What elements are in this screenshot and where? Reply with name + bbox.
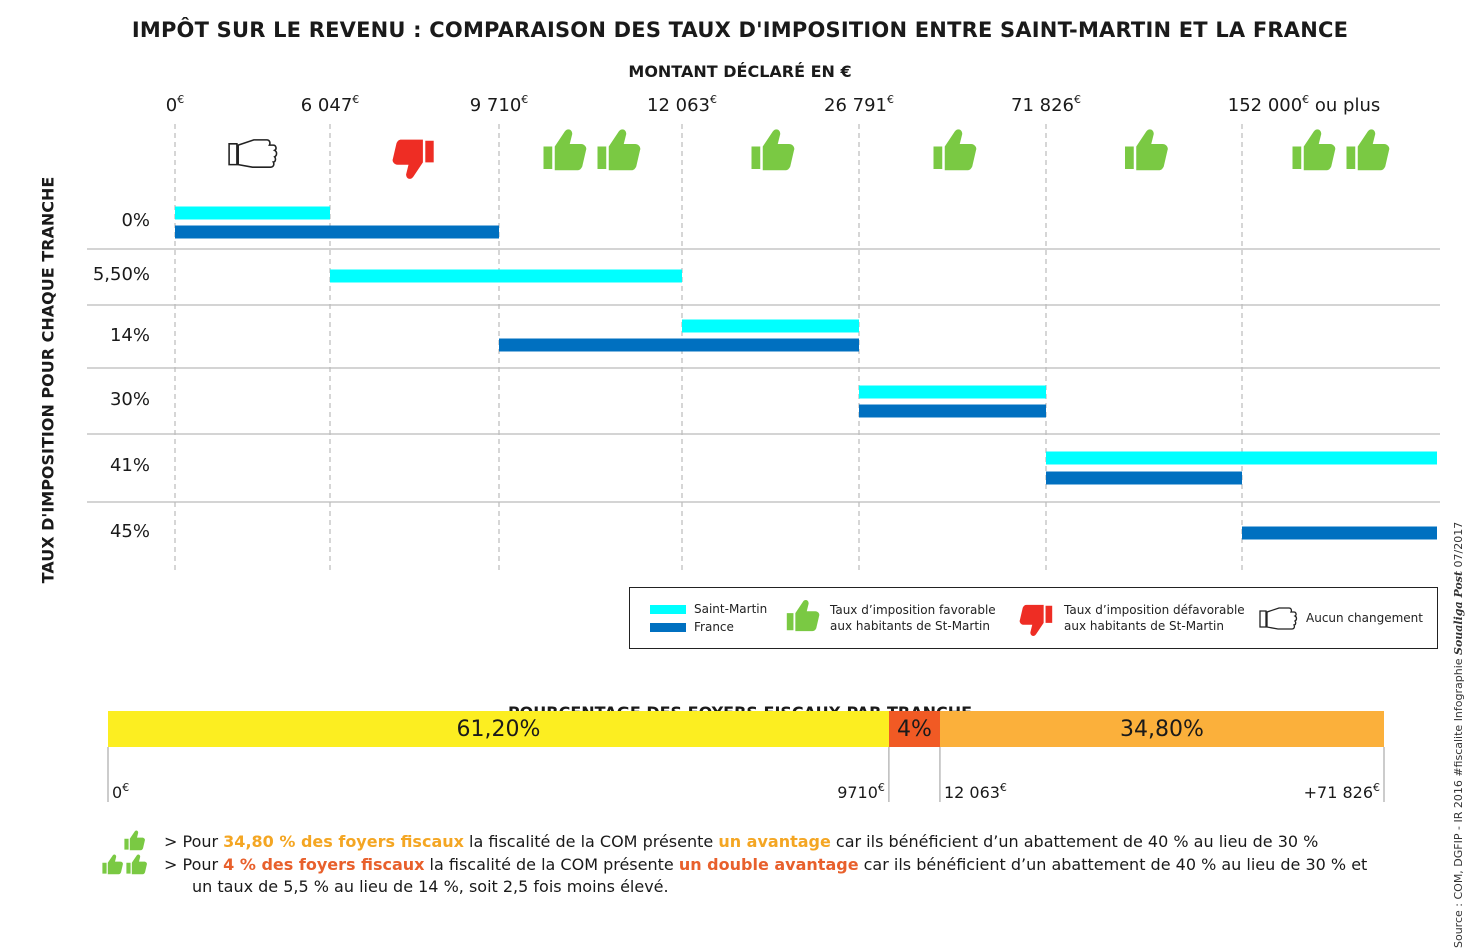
legend-label-unfavorable: Taux d’imposition défavorable aux habita… [1064,602,1245,634]
rate-label: 30% [109,389,150,410]
source-credit: Source : COM, DGFIP - IR 2016 #fiscalite… [1452,522,1465,948]
note-1-highlight: 34,80 % des foyers fiscaux [223,832,464,851]
legend-label-favorable-line1: Taux d’imposition favorable [830,603,996,617]
legend-label-favorable: Taux d’imposition favorable aux habitant… [830,602,996,634]
credit-date: 07/2017 [1452,521,1465,571]
thumbs-up-double-icon [102,854,147,875]
note-1-prefix: > Pour [164,832,224,851]
legend-swatch-france [650,623,686,632]
stacked-segment: 4% [888,711,940,747]
bar-france [1046,471,1242,485]
bar-saint-martin [1046,451,1437,465]
rate-label: 45% [109,521,150,542]
bar-france [1242,526,1437,540]
x-tick-label: 26 791€ [824,93,894,116]
note-1-suffix: car ils bénéficient d’un abattement de 4… [830,832,1319,851]
bar-france [499,338,859,352]
bar-saint-martin [330,269,682,283]
x-tick-label: 6 047€ [300,93,360,116]
credit-source: Source : COM, DGFIP - IR 2016 #fiscalite… [1452,654,1465,948]
note-line-1: > Pour 34,80 % des foyers fiscaux la fis… [164,831,1318,853]
bar-france [175,225,499,239]
legend-label-unchanged: Aucun changement [1306,611,1423,625]
thumbs-up-icon [1292,129,1336,171]
stacked-tick-label: +71 826€ [1303,781,1380,802]
x-tick-label: 152 000€ ou plus [1227,93,1381,116]
bar-saint-martin [859,385,1046,399]
thumb-neutral-icon [1259,607,1298,630]
note-2-prefix: > Pour [164,855,224,874]
note-2-highlight: 4 % des foyers fiscaux [223,855,425,874]
thumbs-down-icon [1019,604,1053,636]
thumbs-up-icon [597,129,641,171]
thumbs-up-icon [786,600,820,632]
note-2-mid: la fiscalité de la COM présente [424,855,679,874]
legend-swatch-saint-martin [650,605,686,614]
stacked-tick-label: 0€ [112,781,130,802]
note-1-mid: la fiscalité de la COM présente [463,832,719,851]
legend-label-saint-martin: Saint-Martin [694,602,768,616]
rate-label: 0% [121,210,150,231]
rate-label: 14% [109,325,150,346]
note-2-highlight2: un double avantage [678,855,859,874]
legend: Saint-Martin France Taux d’imposition fa… [629,587,1438,649]
stacked-segment: 61,20% [108,711,889,747]
thumbs-up-icon [543,129,587,171]
rate-label: 41% [109,455,150,476]
credit-brand: Soualiga Post [1452,570,1465,655]
thumbs-up-icon [1346,129,1390,171]
thumbs-down-icon [392,139,434,179]
thumb-neutral-icon [228,139,278,168]
thumbs-up-icon [751,129,795,171]
stacked-tick-label: 12 063€ [943,781,1007,802]
x-tick-label: 9 710€ [469,93,529,116]
note-2-line2: un taux de 5,5 % au lieu de 14 %, soit 2… [192,877,669,896]
note-2-suffix: car ils bénéficient d’un abattement de 4… [858,855,1368,874]
bar-saint-martin [175,206,330,220]
x-tick-label: 12 063€ [647,93,717,116]
rate-label: 5,50% [92,264,150,285]
x-tick-label: 0€ [165,93,185,116]
thumbs-up-icon [124,830,145,851]
legend-label-unfavorable-line2: aux habitants de St-Martin [1064,619,1224,633]
bar-saint-martin [682,319,859,333]
note-1-highlight2: un avantage [718,832,831,851]
legend-label-unfavorable-line1: Taux d’imposition défavorable [1064,603,1245,617]
stacked-segment: 34,80% [939,711,1384,747]
stacked-tick-label: 9710€ [837,781,885,802]
thumbs-up-icon [933,129,977,171]
thumbs-up-icon [1125,129,1168,171]
chart-title: IMPÔT SUR LE REVENU : COMPARAISON DES TA… [131,18,1349,42]
note-line-2: > Pour 4 % des foyers fiscaux la fiscali… [164,854,1367,898]
legend-label-favorable-line2: aux habitants de St-Martin [830,619,990,633]
bar-france [859,404,1046,418]
legend-label-france: France [694,620,734,634]
x-axis-label: MONTANT DÉCLARÉ EN € [628,62,852,81]
x-tick-label: 71 826€ [1011,93,1081,116]
